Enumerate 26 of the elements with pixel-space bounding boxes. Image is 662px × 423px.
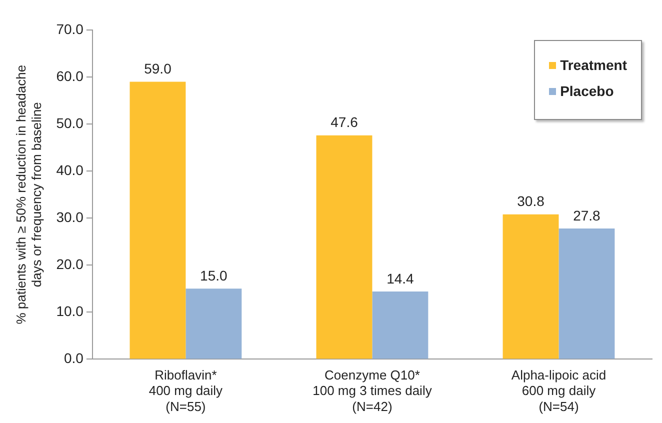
bar — [372, 291, 428, 359]
data-label: 14.4 — [386, 270, 414, 286]
y-tick-label: 40.0 — [56, 162, 84, 178]
y-axis-title: % patients with ≥ 50% reduction in headache days or frequency from baseline — [13, 64, 44, 324]
y-tick-label: 50.0 — [56, 114, 84, 131]
bar — [316, 135, 372, 359]
data-label: 47.6 — [330, 114, 358, 130]
x-tick-label: Coenzyme Q10* 100 mg 3 times daily (N=42) — [312, 368, 432, 414]
y-tick-label: 70.0 — [56, 20, 84, 37]
y-tick-label: 0.0 — [64, 350, 84, 366]
legend-label: Treatment — [559, 57, 627, 73]
legend-label: Placebo — [559, 83, 615, 99]
bar — [186, 288, 242, 359]
data-label: 27.8 — [573, 207, 601, 224]
bar — [502, 214, 559, 359]
y-tick-label: 20.0 — [56, 256, 84, 272]
y-tick-label: 30.0 — [56, 208, 84, 225]
data-label: 15.0 — [200, 268, 228, 284]
bar — [130, 82, 186, 359]
bar — [558, 228, 615, 359]
x-tick-label: Alpha-lipoic acid 600 mg daily (N=54) — [511, 368, 606, 414]
y-tick-label: 10.0 — [56, 303, 84, 320]
y-tick-label: 60.0 — [56, 68, 84, 84]
x-tick-label: Riboflavin* 400 mg daily (N=55) — [148, 368, 224, 414]
data-label: 30.8 — [517, 193, 545, 210]
data-label: 59.0 — [144, 60, 172, 77]
